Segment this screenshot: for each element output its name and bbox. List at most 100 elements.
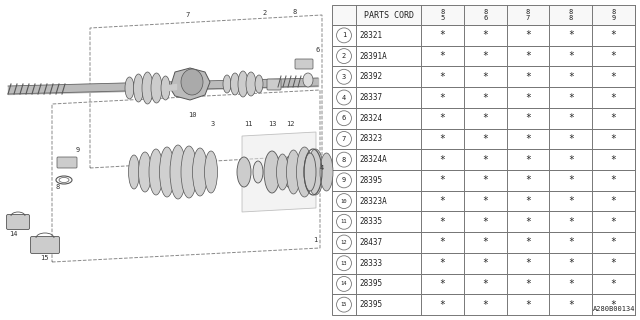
Text: 7: 7 xyxy=(186,12,190,18)
Text: 8
9: 8 9 xyxy=(611,9,616,21)
Text: *: * xyxy=(440,30,445,40)
Text: 11: 11 xyxy=(340,219,348,224)
Text: 6: 6 xyxy=(342,115,346,121)
Bar xyxy=(332,274,635,294)
Text: *: * xyxy=(611,279,616,289)
Text: 2: 2 xyxy=(342,53,346,59)
Ellipse shape xyxy=(320,153,333,191)
Bar xyxy=(332,253,635,274)
Ellipse shape xyxy=(303,73,313,87)
Text: 8: 8 xyxy=(342,157,346,163)
Bar xyxy=(332,191,635,212)
Text: *: * xyxy=(525,92,531,102)
Text: 28323A: 28323A xyxy=(359,196,387,205)
Text: *: * xyxy=(611,51,616,61)
Text: *: * xyxy=(568,258,573,268)
Text: 1: 1 xyxy=(342,32,346,38)
Text: *: * xyxy=(483,237,488,247)
Text: *: * xyxy=(525,258,531,268)
Text: *: * xyxy=(440,51,445,61)
Text: *: * xyxy=(440,134,445,144)
Bar xyxy=(332,212,635,232)
Text: *: * xyxy=(525,30,531,40)
Text: 28335: 28335 xyxy=(359,217,382,226)
Text: 3: 3 xyxy=(342,74,346,80)
Ellipse shape xyxy=(149,149,163,195)
Text: *: * xyxy=(525,155,531,165)
Ellipse shape xyxy=(253,161,263,183)
Text: 8: 8 xyxy=(56,184,60,190)
Text: A280B00134: A280B00134 xyxy=(593,306,635,312)
Text: *: * xyxy=(483,279,488,289)
Text: *: * xyxy=(440,196,445,206)
Text: 13: 13 xyxy=(340,261,348,266)
FancyBboxPatch shape xyxy=(6,214,29,229)
Text: *: * xyxy=(568,51,573,61)
Text: *: * xyxy=(440,155,445,165)
Ellipse shape xyxy=(284,156,296,188)
Polygon shape xyxy=(242,132,316,212)
Text: 15: 15 xyxy=(40,255,48,261)
Text: *: * xyxy=(568,300,573,310)
Text: 7: 7 xyxy=(342,136,346,142)
Text: 28333: 28333 xyxy=(359,259,382,268)
Ellipse shape xyxy=(307,149,323,195)
Text: *: * xyxy=(525,196,531,206)
Text: *: * xyxy=(525,217,531,227)
Text: 28437: 28437 xyxy=(359,238,382,247)
Ellipse shape xyxy=(230,73,239,95)
Text: *: * xyxy=(525,175,531,185)
Text: *: * xyxy=(483,258,488,268)
Text: *: * xyxy=(611,134,616,144)
Text: *: * xyxy=(483,175,488,185)
Text: *: * xyxy=(483,72,488,82)
Text: 1: 1 xyxy=(313,237,317,243)
Text: *: * xyxy=(440,92,445,102)
Text: *: * xyxy=(525,279,531,289)
Polygon shape xyxy=(170,68,210,100)
Text: *: * xyxy=(440,258,445,268)
Text: *: * xyxy=(483,92,488,102)
Text: *: * xyxy=(568,196,573,206)
Ellipse shape xyxy=(161,76,170,100)
Text: *: * xyxy=(611,30,616,40)
Text: 8: 8 xyxy=(293,9,297,15)
Text: 14: 14 xyxy=(340,281,348,286)
Ellipse shape xyxy=(159,147,175,197)
Text: *: * xyxy=(568,155,573,165)
Text: *: * xyxy=(483,155,488,165)
Text: *: * xyxy=(440,237,445,247)
Bar xyxy=(332,232,635,253)
Ellipse shape xyxy=(181,146,197,198)
Text: *: * xyxy=(568,217,573,227)
Text: 28392: 28392 xyxy=(359,72,382,81)
Text: 13: 13 xyxy=(268,121,276,127)
Text: *: * xyxy=(568,175,573,185)
Text: *: * xyxy=(483,217,488,227)
Text: 28321: 28321 xyxy=(359,31,382,40)
Text: *: * xyxy=(525,134,531,144)
Ellipse shape xyxy=(205,151,218,193)
Text: 12: 12 xyxy=(340,240,348,245)
Bar xyxy=(332,294,635,315)
Text: 3: 3 xyxy=(211,121,215,127)
Text: 2: 2 xyxy=(263,10,267,16)
Text: *: * xyxy=(611,237,616,247)
Text: *: * xyxy=(440,72,445,82)
FancyBboxPatch shape xyxy=(295,59,313,69)
Text: *: * xyxy=(611,300,616,310)
Text: 4: 4 xyxy=(320,165,324,171)
Ellipse shape xyxy=(129,155,140,189)
Text: *: * xyxy=(611,175,616,185)
Text: *: * xyxy=(440,113,445,123)
Ellipse shape xyxy=(246,72,256,96)
Text: 8
7: 8 7 xyxy=(526,9,530,21)
Text: *: * xyxy=(483,300,488,310)
Text: 8
5: 8 5 xyxy=(440,9,445,21)
Text: *: * xyxy=(525,72,531,82)
Text: 8
8: 8 8 xyxy=(569,9,573,21)
Bar xyxy=(332,46,635,67)
Text: *: * xyxy=(525,51,531,61)
Ellipse shape xyxy=(170,145,186,199)
Text: *: * xyxy=(483,113,488,123)
